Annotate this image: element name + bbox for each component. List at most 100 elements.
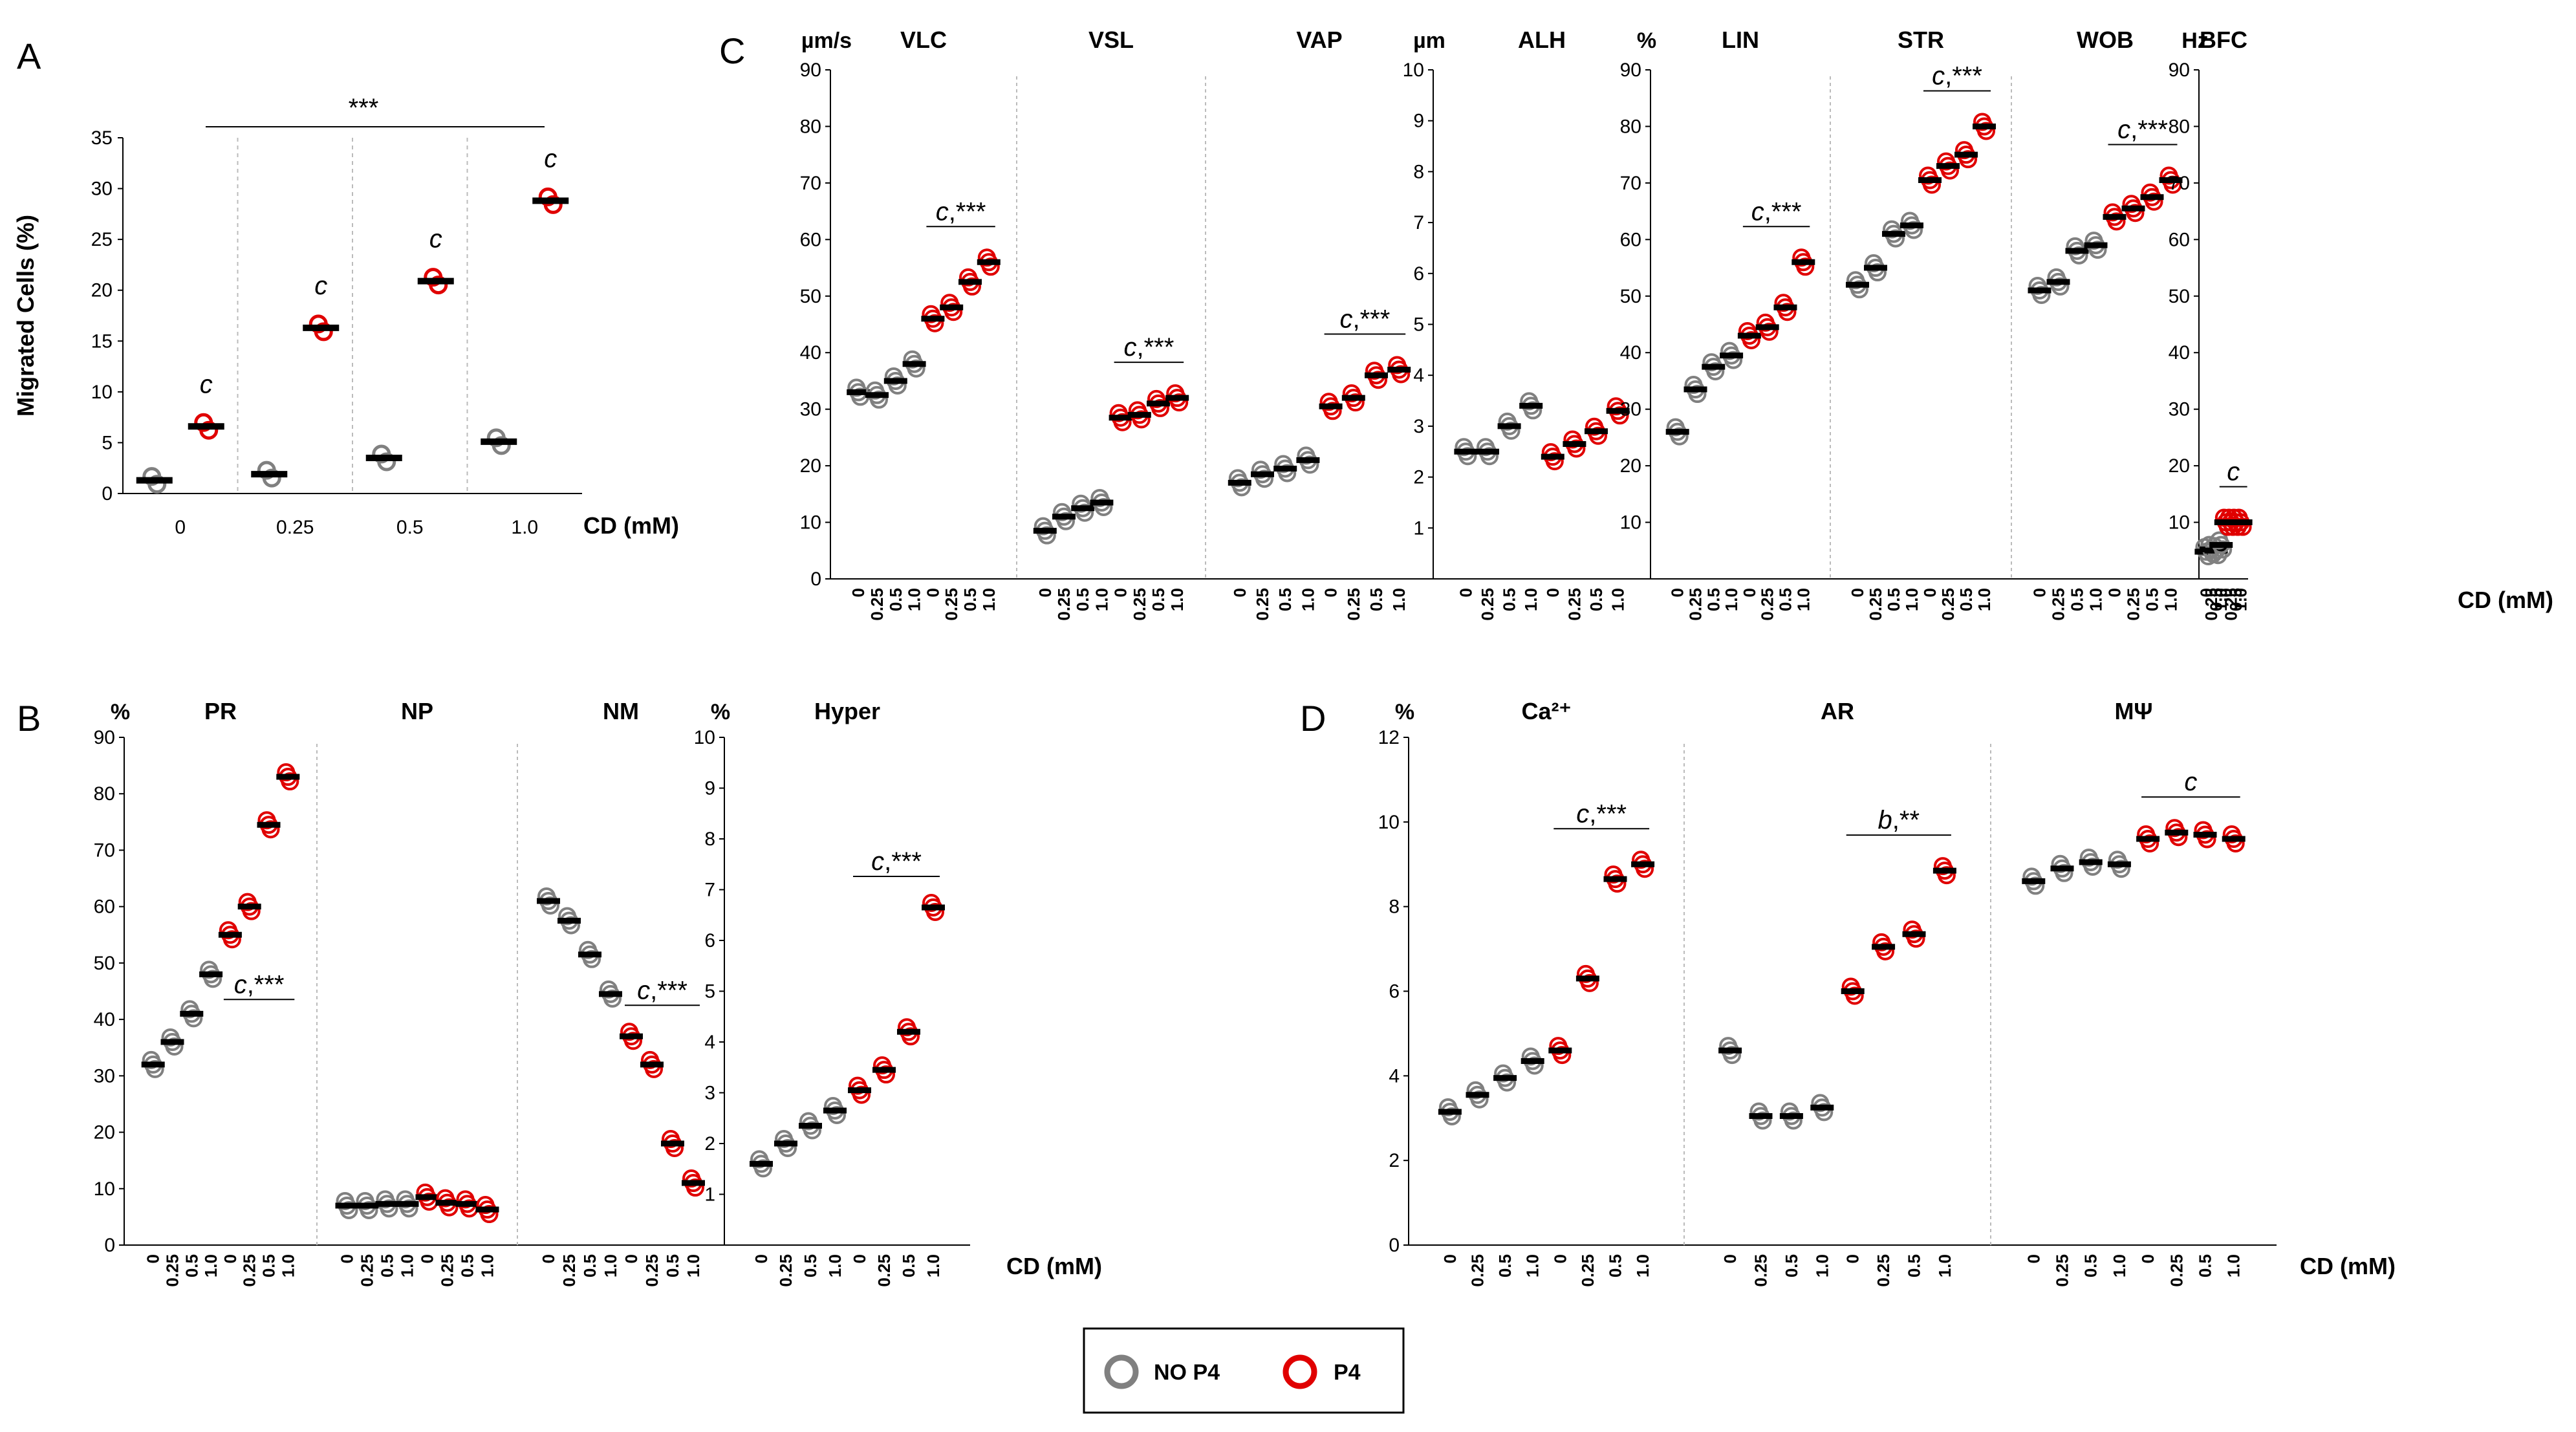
subplot-y-tick-label: 60 (2169, 229, 2190, 250)
subplot-p4-point (1760, 322, 1779, 341)
subplot-p4-point (963, 277, 981, 296)
subplot-y-tick-label: 10 (1378, 812, 1400, 833)
subplot-p4-point (1567, 439, 1586, 458)
panel-a-y-tick-label: 5 (102, 432, 113, 453)
subplot-title: PR (204, 698, 237, 724)
subplot-no-p4-point (1458, 447, 1477, 466)
subplot-x-tick-label: 0 (1848, 588, 1867, 597)
panel-a-y-tick-label: 35 (91, 127, 113, 149)
subplot-no-p4-point (1688, 385, 1707, 404)
subplot-p4-point (877, 1065, 895, 1084)
subplot-x-tick-label: 0.5 (259, 1254, 279, 1277)
subplot-significance-label: c,*** (234, 970, 285, 999)
subplot-x-tick-label: 0 (539, 1254, 558, 1263)
subplot-x-tick-label: 0 (849, 588, 868, 597)
subplot-unit-label: µm/s (801, 28, 852, 53)
subplot-significance-label: c (2184, 768, 2197, 796)
subplot-x-tick-label: 1.0 (1633, 1254, 1652, 1277)
subplot-no-p4-point (754, 1159, 772, 1178)
subplot-y-tick-label: 70 (94, 840, 115, 861)
subplot-y-tick-label: 4 (704, 1032, 715, 1053)
panel-letter-d: D (1300, 698, 1326, 739)
subplot-x-tick-label: 0 (1321, 588, 1341, 597)
subplot-p4-point (1796, 257, 1815, 276)
subplot-x-tick-label: 0.5 (1905, 1254, 1924, 1277)
subplot-x-tick-label: 0 (2196, 588, 2216, 597)
subplot-y-tick-label: 0 (1389, 1235, 1400, 1256)
subplot-significance-label: c,*** (1576, 799, 1627, 828)
subplot-no-p4-point (1037, 526, 1056, 545)
subplot-p4-point (1959, 150, 1977, 169)
subplot-x-tick-label: 0.5 (1606, 1254, 1625, 1277)
subplot-x-tick-label: 0.25 (1130, 588, 1149, 621)
subplot-x-tick-label: 1.0 (924, 1254, 943, 1277)
subplot-x-tick-label: 1.0 (979, 588, 999, 611)
subplot-y-tick-label: 5 (704, 981, 715, 1003)
subplot-x-tick-label: 0.25 (776, 1254, 796, 1287)
subplot-no-p4-point (779, 1139, 797, 1157)
subplot-x-tick-label: 0.25 (1751, 1254, 1771, 1287)
subplot-x-tick-label: 0 (752, 1254, 771, 1263)
subplot-x-tick-label: 0.25 (2124, 588, 2143, 621)
subplot-significance-label: b,** (1878, 806, 1920, 834)
subplot-x-tick-label: 0.5 (182, 1254, 201, 1277)
subplot-y-tick-label: 70 (2169, 173, 2190, 194)
subplot-x-tick-label: 0.25 (1054, 588, 1074, 621)
subplot-no-p4-point (1724, 351, 1743, 369)
subplot-hyper: 1 2 3 4 5 6 7 8 9 10% Hyper 0 0.25 0.5 1.0 0 0.25 0.5 1.0 c… (694, 698, 945, 1287)
subplot-x-tick-label: 0 (1920, 588, 1940, 597)
subplot-p4-point (1369, 371, 1387, 389)
subplot-p4-point (281, 772, 299, 791)
subplot-x-tick-label: 0.25 (1564, 588, 1584, 621)
subplot-x-tick-label: 0.5 (1704, 588, 1723, 611)
panel-a-y-axis-title: Migrated Cells (%) (12, 215, 39, 417)
subplot-x-tick-label: 0 (144, 1254, 163, 1263)
panel-d-chart: CD (mM) 0 2 4 6 8 10 12% Ca²⁺ 0 0.25 0.5 1.0 0 0.25 0.5… (1378, 698, 2396, 1287)
subplot-y-tick-label: 50 (800, 286, 821, 307)
subplot-p4-point (2107, 212, 2126, 231)
subplot-x-tick-label: 0.25 (438, 1254, 457, 1287)
subplot-p4-point (624, 1032, 642, 1050)
subplot-no-p4-point (803, 1121, 821, 1140)
subplot-y-tick-label: 30 (800, 399, 821, 420)
subplot-p4-point (2226, 834, 2245, 852)
subplot-x-tick-label: 0 (1456, 588, 1475, 597)
subplot-p4-point (1941, 161, 1959, 180)
subplot-no-p4-point (1753, 1111, 1772, 1130)
subplot-p4-point (1346, 393, 1365, 412)
subplot-title: NM (603, 698, 639, 724)
subplot-p4-point (666, 1139, 684, 1157)
subplot-y-tick-label: 90 (2169, 60, 2190, 81)
subplot-x-tick-label: 0 (418, 1254, 437, 1263)
subplot-ar: AR 0 0.25 0.5 1.0 0 0.25 0.5 1.0 b,** (1683, 698, 1956, 1287)
subplot-significance-label: c,*** (1123, 333, 1174, 362)
subplot-x-tick-label: 1.0 (825, 1254, 845, 1277)
subplot-significance-label: c,*** (936, 197, 986, 226)
subplot-no-p4-point (1723, 1046, 1742, 1065)
subplot-no-p4-point (2070, 246, 2088, 265)
subplot-p4-point (480, 1205, 499, 1224)
subplot-x-tick-label: 0 (1740, 588, 1759, 597)
subplot-x-tick-label: 1.0 (1812, 1254, 1832, 1277)
subplot-x-tick-label: 0.25 (2202, 588, 2221, 621)
subplot-x-tick-label: 0.5 (2143, 588, 2162, 611)
panel-a-x-tick-label: 0.5 (396, 517, 424, 538)
subplot-x-tick-label: 0.25 (240, 1254, 259, 1287)
panel-a-significance-letter: c (429, 225, 442, 254)
panel-a-significance-letter: c (544, 144, 557, 173)
subplot-no-p4-point (1498, 1073, 1517, 1092)
panel-a-x-tick-label: 0.25 (276, 517, 314, 538)
subplot-title: Ca²⁺ (1521, 698, 1571, 724)
subplot-no-p4-point (1232, 478, 1251, 497)
subplot-p4-point (1132, 410, 1151, 429)
subplot-x-tick-label: 1.0 (1722, 588, 1741, 611)
subplot-x-tick-label: 0 (1035, 588, 1055, 597)
subplot-x-tick-label: 1.0 (1975, 588, 1994, 611)
subplot-no-p4-point (1784, 1111, 1802, 1130)
subplot-significance-label: c,*** (637, 976, 687, 1004)
